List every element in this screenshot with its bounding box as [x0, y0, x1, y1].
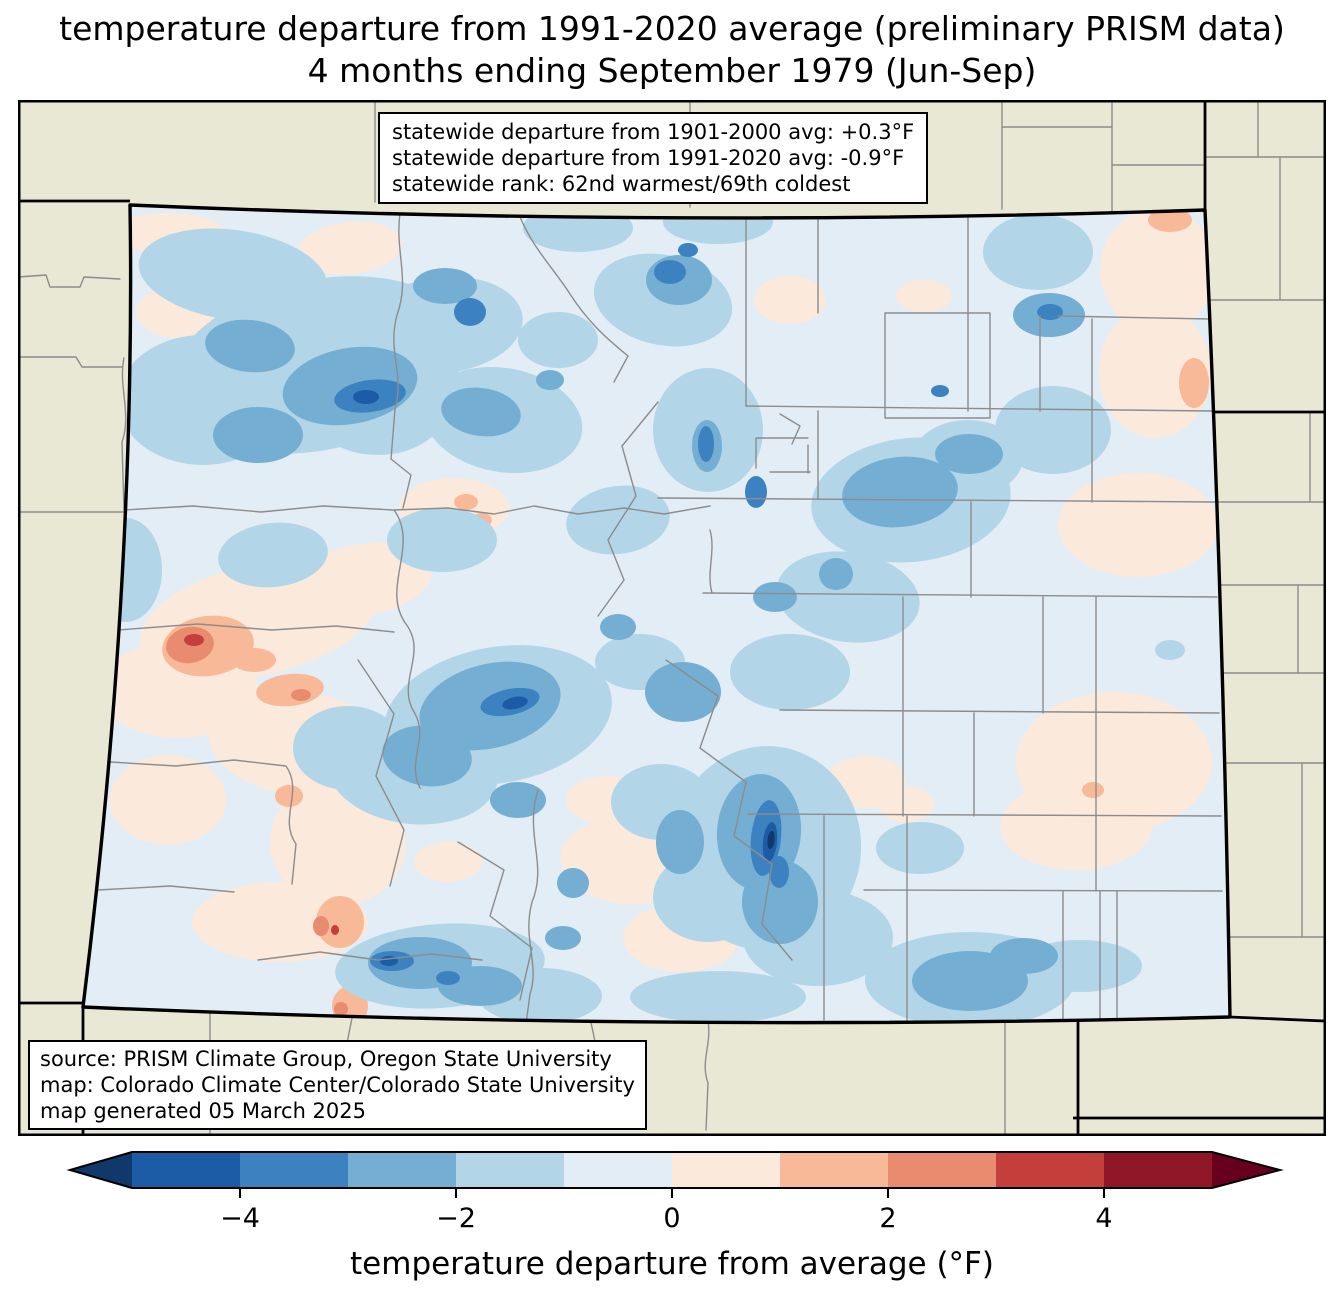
- chart-title-line-2: 4 months ending September 1979 (Jun-Sep): [307, 51, 1037, 90]
- stats-line-1: statewide departure from 1901-2000 avg: …: [392, 120, 915, 144]
- colorbar-tick-labels: −4 −2 0 2 4: [0, 1202, 1344, 1238]
- source-line-3: map generated 05 March 2025: [40, 1099, 367, 1123]
- colorbar-tick-marks: [239, 1188, 1105, 1198]
- colorbar-tick-label: 4: [1095, 1203, 1113, 1234]
- colorbar-tick-label: −2: [436, 1203, 476, 1234]
- stats-line-2: statewide departure from 1991-2020 avg: …: [392, 146, 905, 170]
- colorbar-tick-label: −4: [220, 1203, 260, 1234]
- colorado-county-lines: [97, 206, 1223, 1023]
- colorbar-axis-label: temperature departure from average (°F): [350, 1246, 994, 1282]
- colorbar-outline: [66, 1151, 1284, 1189]
- colorado-state-border: [81, 203, 1232, 1025]
- chart-title-line-1: temperature departure from 1991-2020 ave…: [59, 9, 1285, 48]
- stats-line-3: statewide rank: 62nd warmest/69th coldes…: [392, 172, 851, 196]
- colorbar-under-arrow: [70, 1152, 132, 1188]
- source-line-1: source: PRISM Climate Group, Oregon Stat…: [40, 1047, 612, 1071]
- chart-title: temperature departure from 1991-2020 ave…: [0, 8, 1344, 92]
- map-frame: [18, 100, 1326, 1136]
- anomaly-field: [83, 205, 1230, 1023]
- statewide-stats-box: statewide departure from 1901-2000 avg: …: [378, 112, 929, 204]
- colorbar-tick-label: 2: [879, 1203, 897, 1234]
- colorbar: [66, 1151, 1284, 1198]
- colorbar-over-arrow: [1212, 1152, 1280, 1188]
- colorado-temperature-anomaly-map: [18, 100, 1326, 1136]
- colorbar-segments: [132, 1152, 1212, 1188]
- source-attribution-box: source: PRISM Climate Group, Oregon Stat…: [28, 1040, 647, 1130]
- colorbar-tick-label: 0: [663, 1203, 681, 1234]
- source-line-2: map: Colorado Climate Center/Colorado St…: [40, 1073, 635, 1097]
